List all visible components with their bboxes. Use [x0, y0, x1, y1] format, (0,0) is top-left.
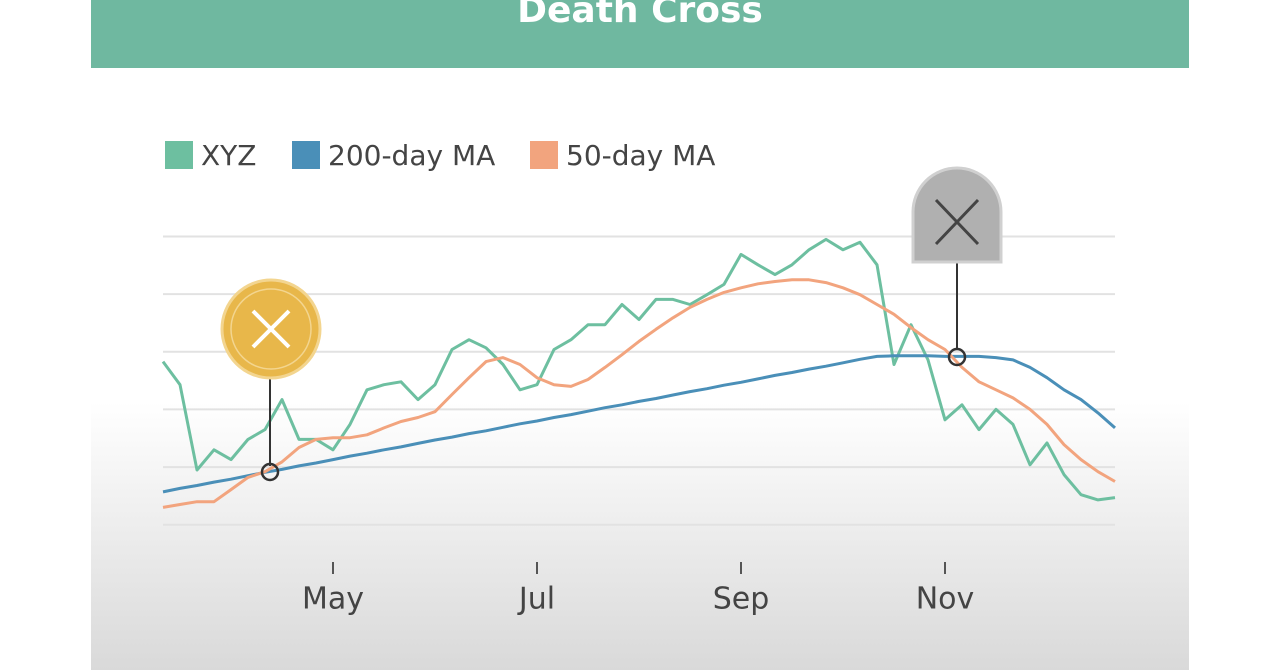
legend-label: 200-day MA	[328, 139, 495, 172]
legend-swatch	[530, 141, 558, 169]
x-tick-label: May	[302, 582, 364, 617]
golden-cross-icon	[220, 278, 322, 482]
legend-label: XYZ	[201, 139, 256, 172]
series-line	[162, 278, 1116, 509]
x-tick-label: Sep	[713, 582, 770, 617]
legend-swatch	[165, 141, 193, 169]
x-tick-label: Jul	[517, 582, 555, 617]
death-cross-icon	[911, 166, 1003, 367]
series-line	[162, 354, 1116, 494]
legend-label: 50-day MA	[566, 139, 715, 172]
chart-title: Death Cross	[517, 0, 763, 31]
series-line	[161, 237, 1116, 502]
x-tick-label: Nov	[916, 582, 975, 617]
legend-swatch	[292, 141, 320, 169]
plot: May Jul Sep Nov	[161, 235, 1116, 617]
header-band	[91, 0, 1189, 68]
